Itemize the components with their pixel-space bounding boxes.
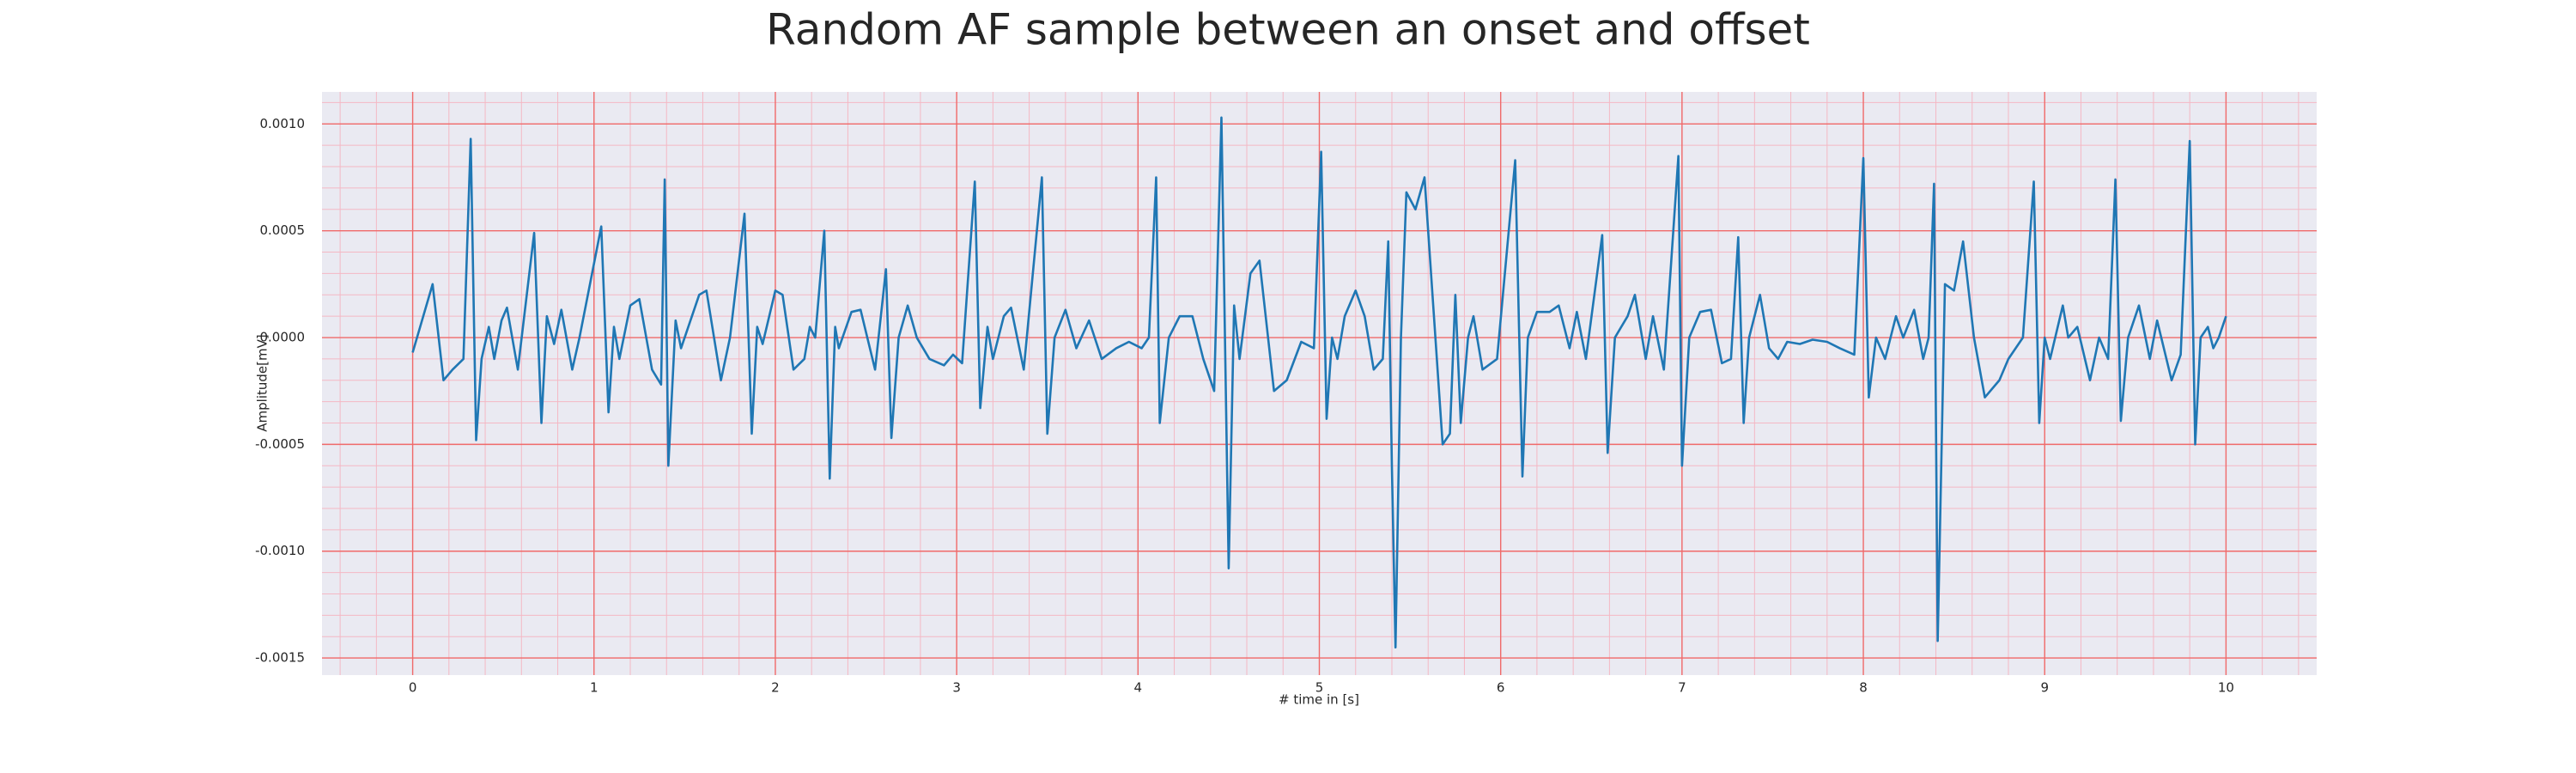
y-tick-label: 0.0010 bbox=[260, 116, 306, 131]
x-tick-label: 10 bbox=[2218, 680, 2234, 696]
y-tick-label: 0.0000 bbox=[260, 330, 306, 345]
y-axis-label: Amplitude[mV] bbox=[255, 334, 270, 431]
y-tick-label: -0.0005 bbox=[255, 436, 305, 452]
x-tick-label: 9 bbox=[2040, 680, 2049, 696]
marks bbox=[411, 116, 2227, 648]
labels: 0 1 2 3 4 5 6 7 8 9 10 -0.0015 -0.0010 -0.0005 0.0000 0… bbox=[255, 116, 2234, 696]
y-tick-label: -0.0010 bbox=[255, 543, 305, 558]
x-tick-label: 0 bbox=[409, 680, 417, 696]
x-tick-label: 6 bbox=[1497, 680, 1505, 696]
x-tick-label: 3 bbox=[952, 680, 961, 696]
x-axis-label: # time in [s] bbox=[1279, 692, 1359, 708]
chart-title: Random AF sample between an onset and of… bbox=[766, 5, 1810, 55]
x-tick-label: 5 bbox=[1315, 680, 1324, 696]
y-tick-label: 0.0005 bbox=[260, 222, 306, 238]
x-tick-label: 4 bbox=[1134, 680, 1143, 696]
x-tick-label: 2 bbox=[771, 680, 780, 696]
x-tick-label: 1 bbox=[590, 680, 598, 696]
y-tick-label: -0.0015 bbox=[255, 650, 305, 666]
signal-line bbox=[411, 116, 2227, 648]
x-tick-label: 7 bbox=[1678, 680, 1686, 696]
x-tick-label: 8 bbox=[1859, 680, 1868, 696]
